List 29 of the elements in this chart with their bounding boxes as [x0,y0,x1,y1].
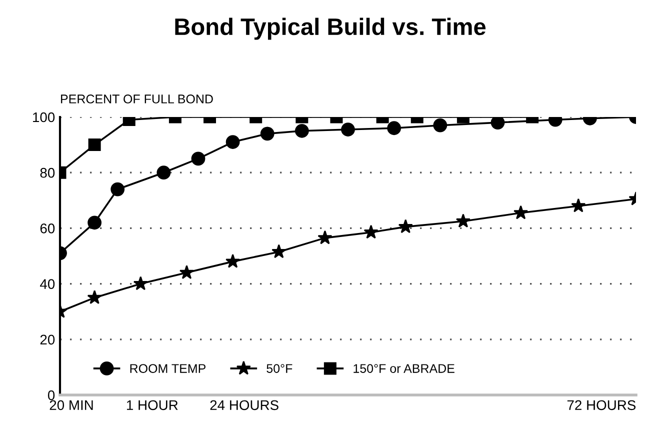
point [110,182,125,196]
point [133,276,148,290]
x-tick-label: 24 HOURS [210,400,278,410]
point [456,214,470,228]
y-tick-label: 60 [40,224,55,234]
point [514,205,528,220]
x-tick-label: 20 MIN [50,400,93,410]
point [571,198,586,212]
point [318,230,332,244]
y-tick-label: 40 [40,279,55,289]
point [226,254,240,268]
y-tick-label: 20 [40,334,55,345]
y-axis-title: PERCENT OF FULL BOND [61,94,213,104]
y-tick-label: 0 [48,390,55,400]
y-tick-label: 80 [40,168,55,178]
x-tick-label: 1 HOUR [126,400,178,410]
point [87,290,102,304]
legend-label: ROOM TEMP [130,364,206,373]
x-tick-label: 72 HOURS [567,400,636,410]
point [88,216,102,230]
y-tick-label: 100 [33,112,55,122]
chart-title: Bond Typical Build vs. Time [175,18,486,40]
point [156,166,171,180]
legend-label: 150°F or ABRADE [354,364,454,373]
point [272,244,286,258]
point [179,265,194,279]
point [364,224,378,239]
point [398,219,413,234]
legend-label: 50°F [266,364,292,373]
